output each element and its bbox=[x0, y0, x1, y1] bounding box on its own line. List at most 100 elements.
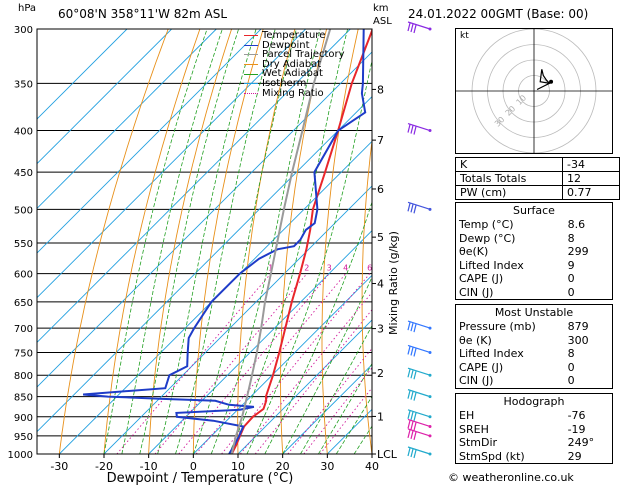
mixing-ratio-line bbox=[254, 309, 372, 454]
temp-tick-label: 0 bbox=[190, 460, 197, 473]
param-row: CAPE (J) 0 bbox=[456, 361, 612, 375]
param-row: Pressure (mb) 879 bbox=[456, 320, 612, 334]
series-dewpoint bbox=[83, 29, 367, 454]
station-info: 60°08'N 358°11'W 82m ASL bbox=[58, 7, 228, 21]
wet-adiabat-line bbox=[282, 276, 372, 454]
legend-label: Wet Adiabat bbox=[262, 68, 323, 80]
chart-legend: Temperature Dewpoint Parcel Trajectory Dry … bbox=[244, 31, 345, 98]
param-label: CAPE (J) bbox=[459, 272, 504, 285]
wind-barb bbox=[407, 409, 432, 421]
legend-swatch bbox=[244, 54, 258, 56]
temp-tick-label: 30 bbox=[320, 460, 334, 473]
param-label: CIN (J) bbox=[459, 285, 494, 299]
isotherm-line bbox=[237, 319, 372, 454]
hodograph-ring-label: 10 bbox=[515, 93, 529, 107]
isotherm-line bbox=[37, 29, 306, 299]
param-value: 0 bbox=[567, 374, 575, 387]
dry-adiabat-line bbox=[192, 29, 264, 454]
index-label: PW (cm) bbox=[455, 185, 563, 200]
mixing-ratio-label: 20 bbox=[442, 264, 452, 273]
wet-adiabat-line bbox=[264, 200, 372, 454]
param-value: -76 bbox=[567, 409, 586, 422]
indices-table: K -34 Totals Totals 12 PW (cm) 0.77 bbox=[455, 157, 620, 200]
isotherm-line bbox=[37, 29, 262, 254]
wet-adiabat-line bbox=[139, 29, 239, 454]
surface-section: Surface Temp (°C) 8.6 Dewp (°C) 8 θe(K) 299 Li… bbox=[455, 202, 613, 300]
legend-swatch bbox=[244, 35, 258, 37]
dry-adiabat-line bbox=[280, 29, 328, 454]
param-value: 879 bbox=[567, 320, 589, 333]
param-value: 8 bbox=[567, 231, 575, 245]
param-value: 249° bbox=[567, 436, 595, 449]
param-value: 0 bbox=[567, 360, 575, 374]
legend-swatch bbox=[244, 83, 258, 85]
param-row: CAPE (J) 0 bbox=[456, 272, 612, 286]
wind-barb bbox=[407, 446, 432, 459]
pressure-unit-label: hPa bbox=[18, 3, 37, 14]
wet-adiabat-line bbox=[300, 324, 372, 454]
legend-item: Parcel Trajectory bbox=[244, 50, 345, 60]
wet-adiabat-line bbox=[103, 29, 208, 454]
pressure-tick-label: 650 bbox=[14, 298, 33, 309]
wet-adiabat-line bbox=[157, 29, 257, 454]
legend-label: Mixing Ratio bbox=[262, 87, 324, 99]
param-value: 299 bbox=[567, 245, 589, 258]
pressure-tick-label: 900 bbox=[14, 413, 33, 424]
legend-label: Parcel Trajectory bbox=[262, 49, 345, 61]
pressure-tick-label: 400 bbox=[14, 127, 33, 138]
param-value: 29 bbox=[567, 449, 582, 463]
wind-barb bbox=[407, 320, 432, 333]
km-tick-label: 4 bbox=[377, 278, 384, 291]
plot-frame bbox=[36, 28, 373, 455]
most-unstable-section: Most Unstable Pressure (mb) 879 θe (K) 300 L… bbox=[455, 304, 613, 389]
index-value: 12 bbox=[562, 171, 620, 186]
param-row: Temp (°C) 8.6 bbox=[456, 218, 612, 232]
param-label: Temp (°C) bbox=[459, 218, 514, 231]
storm-motion-marker bbox=[549, 79, 554, 84]
pressure-tick-label: 450 bbox=[14, 168, 33, 179]
index-label: K bbox=[455, 157, 563, 172]
dry-adiabat-line bbox=[611, 29, 629, 454]
km-tick-label: 8 bbox=[377, 83, 384, 96]
wind-barb bbox=[407, 201, 432, 214]
dry-adiabat-line bbox=[103, 29, 201, 454]
pressure-tick-label: 850 bbox=[14, 393, 33, 404]
param-value: -19 bbox=[567, 422, 586, 436]
param-label: Lifted Index bbox=[459, 347, 524, 360]
mixing-ratio-axis-label: Mixing Ratio (g/kg) bbox=[387, 231, 400, 335]
param-value: 300 bbox=[567, 333, 589, 347]
param-value: 8.6 bbox=[567, 218, 586, 231]
legend-label: Temperature bbox=[262, 30, 326, 41]
param-row: StmSpd (kt) 29 bbox=[456, 450, 612, 464]
pressure-tick-label: 550 bbox=[14, 239, 33, 250]
param-value: 9 bbox=[567, 258, 575, 272]
km-tick-label: 5 bbox=[377, 231, 384, 244]
mixing-ratio-line bbox=[116, 273, 272, 454]
legend-label: Isotherm bbox=[262, 77, 307, 89]
pressure-tick-label: 300 bbox=[14, 25, 33, 36]
legend-item: Mixing Ratio bbox=[244, 87, 345, 99]
isotherm-line bbox=[148, 230, 372, 454]
series-temperature bbox=[230, 29, 372, 454]
param-label: Lifted Index bbox=[459, 258, 524, 272]
pressure-tick-label: 500 bbox=[14, 205, 33, 216]
param-row: Dewp (°C) 8 bbox=[456, 232, 612, 246]
param-label: CAPE (J) bbox=[459, 360, 504, 374]
legend-item: Wet Adiabat bbox=[244, 69, 345, 79]
pressure-tick-label: 350 bbox=[14, 79, 33, 90]
datetime-label: 24.01.2022 00GMT (Base: 00) bbox=[408, 7, 589, 21]
param-row: SREH -19 bbox=[456, 423, 612, 437]
mixing-ratio-label: 6 bbox=[367, 264, 372, 273]
param-label: Pressure (mb) bbox=[459, 320, 536, 333]
param-label: SREH bbox=[459, 422, 489, 436]
index-row: Totals Totals 12 bbox=[455, 171, 620, 186]
legend-item: Temperature bbox=[244, 31, 345, 41]
series-parcel-trajectory bbox=[230, 29, 332, 454]
temp-tick-label: -10 bbox=[140, 460, 158, 473]
x-axis-label: Dewpoint / Temperature (°C) bbox=[107, 471, 294, 486]
wet-adiabat-line bbox=[335, 395, 372, 454]
wind-barb bbox=[407, 21, 432, 34]
wind-barb bbox=[407, 428, 432, 441]
km-tick-label: 3 bbox=[377, 323, 384, 336]
